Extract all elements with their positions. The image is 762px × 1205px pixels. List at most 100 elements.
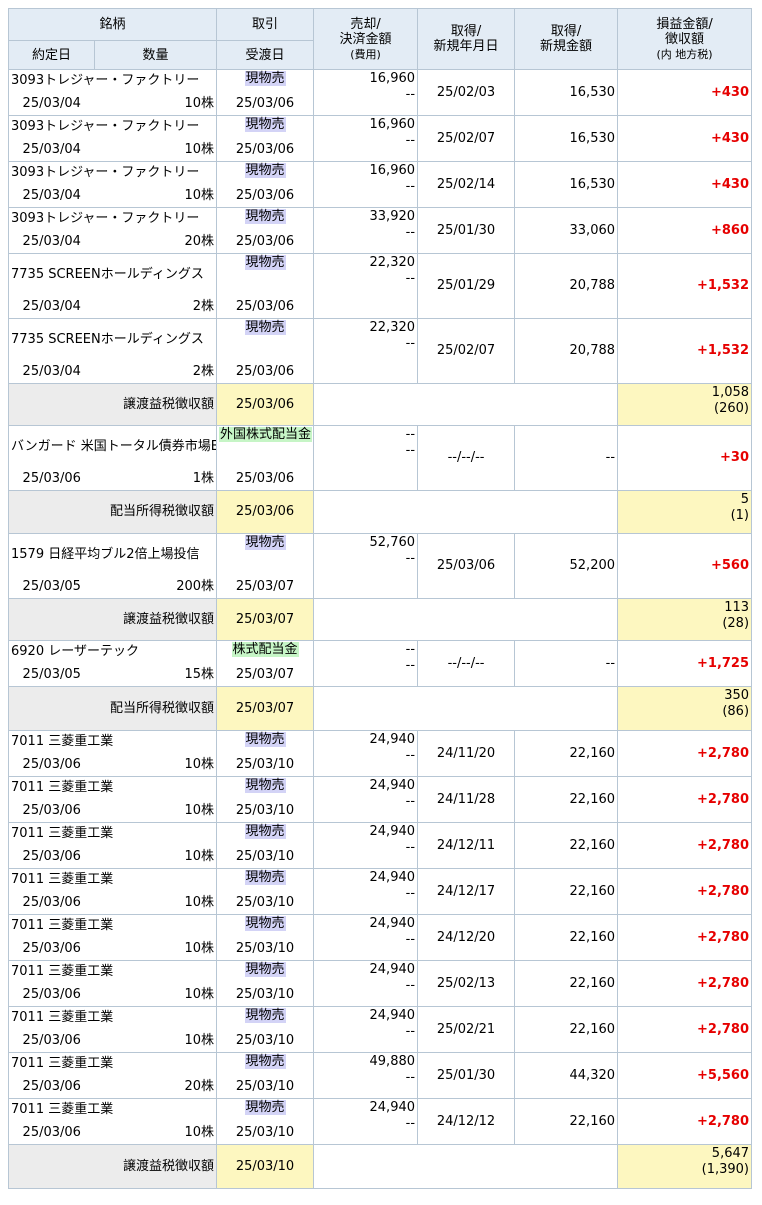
tax-label: 譲渡益税徴収額	[7, 383, 218, 426]
trade-row-detail: 25/03/06 10株 25/03/10	[8, 799, 752, 823]
header-quantity: 数量	[93, 40, 218, 70]
settlement-date: 25/03/10	[216, 983, 315, 1007]
settlement-date: 25/03/10	[216, 891, 315, 915]
trade-history-table: 銘柄 取引 売却/ 決済金額 (費用) 取得/ 新規年月日 取得/ 新規金額 損…	[7, 8, 753, 1189]
trade-row-detail: 25/03/05 15株 25/03/07	[8, 663, 752, 687]
trade-type: 現物売	[244, 732, 286, 747]
sale-amount-cell: 24,940 --	[313, 914, 419, 961]
quantity: 10株	[94, 138, 218, 162]
tax-amount: 1,058	[711, 385, 750, 400]
trade-row: 7735 SCREENホールディングス 現物売 22,320 -- 25/01/29 20…	[7, 253, 753, 319]
sale-cost: --	[405, 271, 416, 286]
sale-amount: 16,960	[369, 71, 416, 86]
sale-amount-cell: 24,940 --	[313, 776, 419, 823]
sale-cost: --	[405, 551, 416, 566]
profit-loss: +2,780	[617, 1006, 753, 1053]
sale-amount: 22,320	[369, 255, 416, 270]
sale-amount-cell: -- --	[313, 640, 419, 687]
tax-date: 25/03/10	[216, 1144, 315, 1189]
tax-amount-cell: 350 (86)	[617, 686, 753, 731]
tax-label: 譲渡益税徴収額	[7, 1144, 218, 1189]
quantity: 2株	[94, 360, 218, 384]
tax-blank	[313, 383, 619, 426]
trade-row: 7011 三菱重工業 現物売 24,940 -- 24/12/20 22,160 +2,78…	[7, 914, 753, 961]
settlement-date: 25/03/06	[216, 360, 315, 384]
acquisition-date: 25/01/30	[417, 207, 516, 254]
sale-amount: --	[405, 642, 416, 657]
trade-type-cell: 現物売	[216, 533, 315, 576]
trade-type: 現物売	[244, 71, 286, 86]
trade-type: 現物売	[244, 535, 286, 550]
sale-amount-cell: 24,940 --	[313, 960, 419, 1007]
contract-date: 25/03/06	[8, 1121, 95, 1145]
trade-row-detail: 25/03/06 10株 25/03/10	[8, 1121, 752, 1145]
acquisition-date: 25/02/13	[417, 960, 516, 1007]
quantity: 15株	[94, 663, 218, 687]
settlement-date: 25/03/10	[216, 845, 315, 869]
trade-row: 7011 三菱重工業 現物売 24,940 -- 25/02/13 22,160 +2,78…	[7, 960, 753, 1007]
sale-cost: --	[405, 336, 416, 351]
contract-date: 25/03/06	[8, 937, 95, 961]
tax-local: (1,390)	[701, 1162, 750, 1177]
trade-type: 現物売	[244, 163, 286, 178]
header-pl-line3: (内 地方税)	[656, 47, 713, 61]
acquisition-date: --/--/--	[417, 640, 516, 687]
sale-cost: --	[405, 87, 416, 102]
trade-type-cell: 現物売	[216, 69, 315, 93]
stock-name: 7735 SCREENホールディングス	[7, 318, 218, 361]
acquisition-date: 24/12/11	[417, 822, 516, 869]
profit-loss: +430	[617, 161, 753, 208]
header-sale-line3: (費用)	[350, 47, 381, 61]
acquisition-amount: --	[514, 425, 619, 491]
acquisition-amount: 16,530	[514, 161, 619, 208]
contract-date: 25/03/05	[8, 575, 95, 599]
tax-row: 譲渡益税徴収額 25/03/07 113 (28)	[7, 598, 753, 641]
trade-row: 3093トレジャー・ファクトリー 現物売 16,960 -- 25/02/07 16,53…	[7, 115, 753, 162]
trade-type-cell: 現物売	[216, 868, 315, 892]
trade-type: 現物売	[244, 870, 286, 885]
trade-row: 7011 三菱重工業 現物売 24,940 -- 25/02/21 22,160 +2,78…	[7, 1006, 753, 1053]
contract-date: 25/03/04	[8, 295, 95, 319]
settlement-date: 25/03/10	[216, 1075, 315, 1099]
trade-row-detail: 25/03/06 10株 25/03/10	[8, 753, 752, 777]
profit-loss: +2,780	[617, 776, 753, 823]
acquisition-amount: 20,788	[514, 253, 619, 319]
stock-name: 3093トレジャー・ファクトリー	[7, 69, 218, 93]
settlement-date: 25/03/06	[216, 467, 315, 491]
trade-row: 3093トレジャー・ファクトリー 現物売 16,960 -- 25/02/14 16,53…	[7, 161, 753, 208]
sale-cost: --	[405, 179, 416, 194]
header-sale-amount: 売却/ 決済金額 (費用)	[313, 8, 419, 70]
trade-type: 現物売	[244, 320, 286, 335]
sale-amount: --	[405, 427, 416, 442]
contract-date: 25/03/06	[8, 753, 95, 777]
acquisition-date: 24/11/20	[417, 730, 516, 777]
stock-name: 1579 日経平均ブル2倍上場投信	[7, 533, 218, 576]
profit-loss: +1,532	[617, 318, 753, 384]
tax-date: 25/03/06	[216, 490, 315, 534]
stock-name: 7011 三菱重工業	[7, 1098, 218, 1122]
trade-row-detail: 25/03/04 10株 25/03/06	[8, 138, 752, 162]
trade-type-cell: 現物売	[216, 914, 315, 938]
tax-row: 配当所得税徴収額 25/03/06 5 (1)	[7, 490, 753, 534]
quantity: 10株	[94, 845, 218, 869]
tax-date: 25/03/06	[216, 383, 315, 426]
sale-amount-cell: 24,940 --	[313, 730, 419, 777]
sale-amount-cell: 24,940 --	[313, 1098, 419, 1145]
settlement-date: 25/03/06	[216, 92, 315, 116]
contract-date: 25/03/06	[8, 983, 95, 1007]
acquisition-amount: 20,788	[514, 318, 619, 384]
trade-row: 7011 三菱重工業 現物売 24,940 -- 24/11/28 22,160 +2,78…	[7, 776, 753, 823]
quantity: 200株	[94, 575, 218, 599]
trade-row-detail: 25/03/04 20株 25/03/06	[8, 230, 752, 254]
quantity: 10株	[94, 753, 218, 777]
acquisition-date: 24/12/12	[417, 1098, 516, 1145]
settlement-date: 25/03/10	[216, 1029, 315, 1053]
stock-name: 3093トレジャー・ファクトリー	[7, 161, 218, 185]
tax-blank	[313, 686, 619, 731]
header-acq-amount: 取得/ 新規金額	[514, 8, 619, 70]
acquisition-date: 24/12/17	[417, 868, 516, 915]
settlement-date: 25/03/06	[216, 295, 315, 319]
trade-type-cell: 株式配当金	[216, 640, 315, 664]
sale-amount-cell: 49,880 --	[313, 1052, 419, 1099]
trade-type: 現物売	[244, 778, 286, 793]
